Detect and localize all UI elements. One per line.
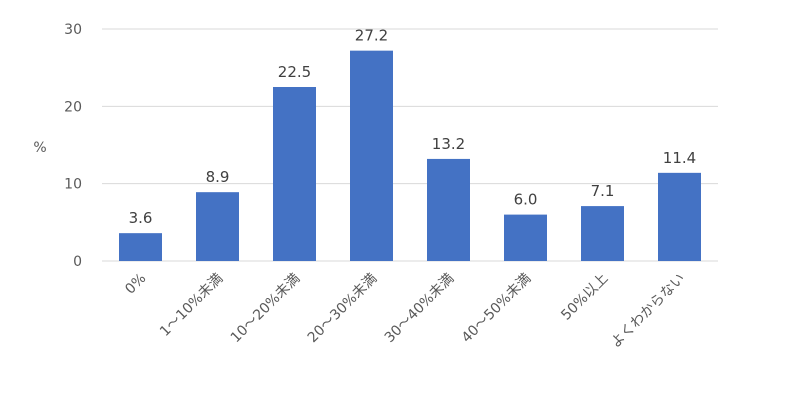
y-tick-label: 20 [64, 99, 82, 115]
x-category-label: 20～30%未満 [305, 271, 381, 347]
x-category-label: 10～20%未満 [228, 271, 304, 347]
bar [658, 172, 701, 261]
y-tick-label: 30 [64, 22, 82, 38]
y-tick-label: 10 [64, 177, 82, 193]
y-axis-label: % [33, 140, 46, 156]
x-category-label: 40～50%未満 [459, 271, 535, 347]
bar [350, 50, 393, 261]
y-tick-label: 0 [73, 254, 82, 270]
x-category-label: よくわからない [608, 271, 689, 352]
bar [581, 206, 624, 261]
bar [196, 192, 239, 261]
data-label: 27.2 [355, 27, 388, 45]
x-category-label: 1～10%未満 [157, 271, 226, 340]
x-category-label: 30～40%未満 [382, 271, 458, 347]
x-category-label: 0% [122, 271, 149, 298]
x-category-label: 50%以上 [558, 271, 611, 324]
data-label: 7.1 [591, 182, 615, 200]
data-label: 22.5 [278, 63, 311, 81]
data-label: 6.0 [514, 191, 538, 209]
bars [119, 50, 701, 261]
bar [119, 233, 162, 261]
bar [273, 87, 316, 261]
data-label: 11.4 [663, 149, 696, 167]
gridlines [102, 28, 718, 262]
x-axis-category-labels: 0% 1～10%未満 10～20%未満 20～30%未満 30～40%未満 40～50%未… [122, 271, 688, 352]
data-labels: 3.6 8.9 22.5 27.2 13.2 6.0 7.1 11.4 [129, 27, 697, 228]
data-label: 13.2 [432, 135, 465, 153]
bar [427, 158, 470, 261]
data-label: 3.6 [129, 209, 153, 227]
y-axis-ticks: 0 10 20 30 [64, 22, 82, 270]
data-label: 8.9 [206, 168, 230, 186]
bar [504, 214, 547, 261]
